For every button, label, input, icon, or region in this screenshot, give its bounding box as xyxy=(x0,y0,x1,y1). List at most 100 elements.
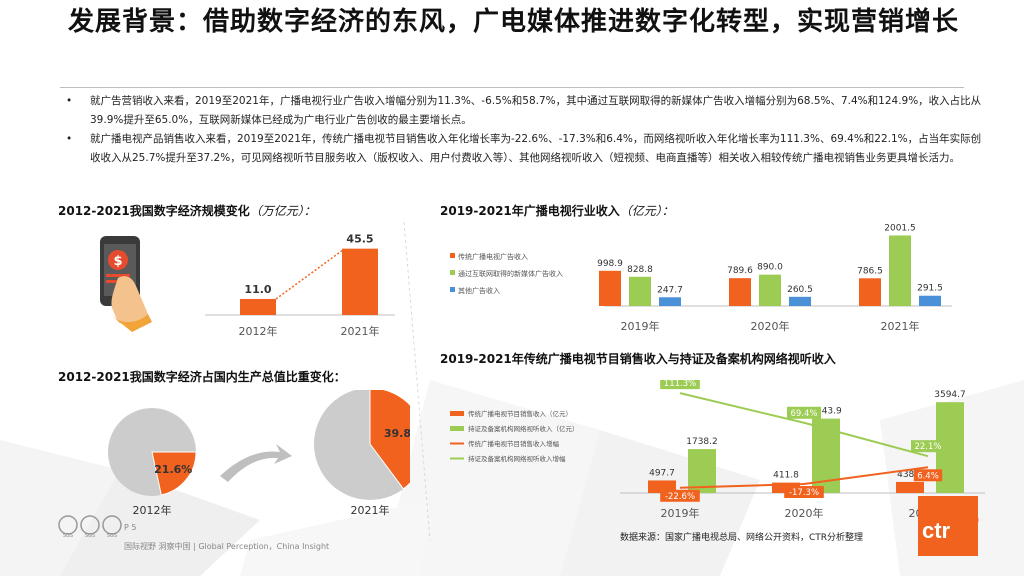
legend-label: 通过互联网取得的新媒体广告收入 xyxy=(458,269,563,278)
bar-2021年-2 xyxy=(919,295,941,306)
summary-bullets: 就广告营销收入来看，2019至2021年，广播电视行业广告收入增幅分别为11.3… xyxy=(66,92,986,168)
growth-label-box xyxy=(660,380,700,390)
section-title-ad-revenue: 2019-2021年广播电视行业收入（亿元）： xyxy=(440,204,674,218)
gdp-share-pie-charts: 21.6% 2012年 39.8% 2021年 xyxy=(108,390,410,517)
data-source-note: 数据来源：国家广播电视总局、网络公开资料，CTR分析整理 xyxy=(620,533,864,543)
bullet-product-sales: 就广播电视产品销售收入来看，2019至2021年，传统广播电视节目销售收入年化增… xyxy=(66,130,986,168)
pie-year-label: 2012年 xyxy=(133,503,172,517)
bar-2020年-0 xyxy=(729,278,751,306)
ctr-logo: ctr xyxy=(918,496,978,556)
svg-text:SGS: SGS xyxy=(63,533,73,539)
bar-2021年-0 xyxy=(859,278,881,306)
growth-label-box xyxy=(784,486,824,499)
ctr-logo-text: ctr xyxy=(922,518,951,543)
bar-2021年-1 xyxy=(889,235,911,306)
legend-label: 传统广播电视节目销售收入增幅 xyxy=(468,439,560,448)
bar-2019年-1 xyxy=(688,449,716,493)
growth-label: 6.4% xyxy=(917,471,939,481)
data-label: 411.8 xyxy=(773,471,799,481)
legend-swatch-0 xyxy=(450,253,455,258)
growth-line-1 xyxy=(679,392,929,458)
data-label: 247.7 xyxy=(657,285,683,295)
sgs-badge-icon: SGS xyxy=(58,515,78,539)
x-tick-label: 2021年 xyxy=(341,324,380,338)
legend-swatch-1 xyxy=(450,270,455,275)
phone-payment-icon: $ xyxy=(100,236,152,332)
bullet-ad-revenue: 就广告营销收入来看，2019至2021年，广播电视行业广告收入增幅分别为11.3… xyxy=(66,92,986,130)
bar-2019年-1 xyxy=(629,276,651,306)
growth-label-box xyxy=(660,489,700,502)
data-label: 828.8 xyxy=(627,265,653,275)
data-label: 890.0 xyxy=(757,263,783,273)
section-title-digital-scale: 2012-2021我国数字经济规模变化（万亿元）： xyxy=(58,204,316,218)
legend-swatch-0 xyxy=(450,411,464,416)
registered-mark: ® xyxy=(972,516,980,525)
x-tick-label: 2019年 xyxy=(661,506,700,520)
bar-2021年 xyxy=(342,248,378,315)
legend-label: 传统广播电视节目销售收入（亿元） xyxy=(468,409,572,418)
data-label: 260.5 xyxy=(787,285,813,295)
bar-2019年-0 xyxy=(599,270,621,306)
growth-label: -17.3% xyxy=(789,488,819,498)
title-divider xyxy=(60,87,964,88)
data-label: 2001.5 xyxy=(884,223,916,233)
data-label: 2943.9 xyxy=(810,407,842,417)
trend-line xyxy=(275,250,343,300)
x-tick-label: 2020年 xyxy=(751,319,790,333)
pie-year-label: 2021年 xyxy=(351,503,390,517)
section-unit-digital-scale: （万亿元）： xyxy=(249,204,316,218)
pie-slice-2012年 xyxy=(151,451,197,496)
legend-label: 持证及备案机构网络视听收入（亿元） xyxy=(468,424,579,433)
legend-label: 持证及备案机构网络视听收入增幅 xyxy=(468,454,566,463)
pie-label: 39.8% xyxy=(384,427,410,440)
page-title: 发展背景：借助数字经济的东风，广电媒体推进数字化转型，实现营销增长 xyxy=(68,7,960,37)
data-label: 789.6 xyxy=(727,266,753,276)
program-sales-chart: 传统广播电视节目销售收入（亿元） 持证及备案机构网络视听收入（亿元） 传统广播电视节… xyxy=(450,380,985,520)
section-title-program-sales: 2019-2021年传统广播电视节目销售收入与持证及备案机构网络视听收入 xyxy=(440,352,836,366)
growth-line-0 xyxy=(679,466,929,489)
data-label: 45.5 xyxy=(346,233,373,246)
bar-2019年-2 xyxy=(659,297,681,306)
x-tick-label: 2020年 xyxy=(785,506,824,520)
data-label: 11.0 xyxy=(244,283,271,296)
section-unit-ad-revenue: （亿元）： xyxy=(619,204,674,218)
footer-tagline: 国际视野 洞察中国 | Global Perception，China Insi… xyxy=(124,542,330,551)
bar-2012年 xyxy=(240,298,276,315)
growth-label-box xyxy=(913,469,943,482)
x-tick-label: 2019年 xyxy=(621,319,660,333)
data-label: 786.5 xyxy=(857,266,883,276)
certification-badges: SGS SGS SGS xyxy=(58,513,122,543)
page-number: P 5 xyxy=(124,523,137,532)
growth-arrow-icon xyxy=(220,444,292,482)
growth-label-box xyxy=(911,440,945,453)
svg-text:SGS: SGS xyxy=(85,533,95,539)
legend-swatch-1 xyxy=(450,426,464,431)
growth-label: 111.3% xyxy=(664,380,696,389)
x-tick-label: 2021年 xyxy=(881,319,920,333)
svg-text:$: $ xyxy=(113,254,122,269)
pie-label: 21.6% xyxy=(154,463,192,476)
x-tick-label: 2012年 xyxy=(239,324,278,338)
data-label: 438.2 xyxy=(897,470,923,480)
bar-2021年-0 xyxy=(896,481,924,493)
data-label: 1738.2 xyxy=(686,437,718,447)
legend-label: 其他广告收入 xyxy=(458,286,500,295)
data-label: 998.9 xyxy=(597,259,623,269)
growth-label: -22.6% xyxy=(665,492,695,502)
bar-2020年-2 xyxy=(789,296,811,306)
sgs-badge-icon: SGS xyxy=(102,515,122,539)
digital-scale-chart: 11.0 2012年 45.5 2021年 xyxy=(205,233,395,338)
data-label: 497.7 xyxy=(649,468,675,478)
data-label: 291.5 xyxy=(917,284,943,294)
bar-2020年-1 xyxy=(759,274,781,306)
section-title-gdp-share: 2012-2021我国数字经济占国内生产总值比重变化： xyxy=(58,370,346,384)
data-label: 3594.7 xyxy=(934,390,966,400)
pie-slice-2021年 xyxy=(369,390,410,490)
legend-label: 传统广播电视广告收入 xyxy=(458,252,528,261)
growth-label: 22.1% xyxy=(914,442,941,452)
legend-swatch-2 xyxy=(450,287,455,292)
svg-text:SGS: SGS xyxy=(107,533,117,539)
sgs-badge-icon: SGS xyxy=(80,515,100,539)
growth-label: 69.4% xyxy=(790,409,817,419)
